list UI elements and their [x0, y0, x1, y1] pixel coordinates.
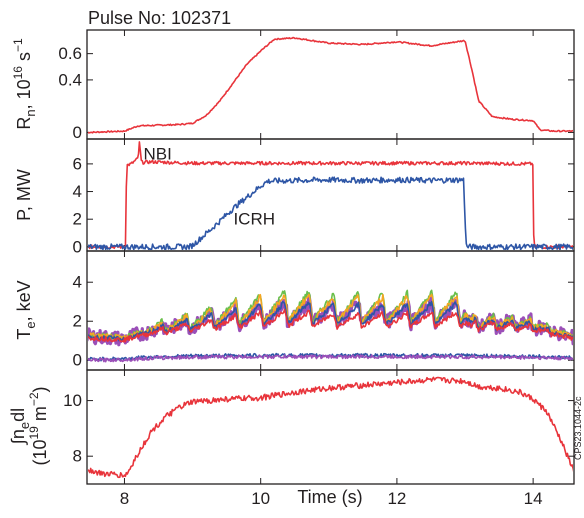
panel-frame: [86, 250, 575, 371]
series-line-te-2: [88, 293, 573, 341]
y-tick-label: 2: [73, 312, 82, 331]
y-ticks: 0 0.4 0.6: [58, 30, 574, 142]
chart-title: Pulse No: 102371: [88, 8, 231, 28]
series-line-power-1: [88, 176, 573, 250]
y-tick-label: 0: [73, 123, 82, 142]
y-tick-label: 0: [73, 351, 82, 370]
series-line-te-4: [88, 308, 573, 343]
annotation-icrh: ICRH: [233, 210, 275, 229]
series-line-te-6: [88, 354, 573, 363]
panel-frame: [86, 29, 575, 140]
y-tick-label: 0.6: [58, 44, 82, 63]
panel-frame: [86, 369, 575, 485]
y-axis-label: Rn, 1016 s−1: [11, 38, 38, 130]
y-tick-label: 2: [73, 210, 82, 229]
y-tick-label: 0: [73, 237, 82, 256]
series-line-rn-0: [88, 36, 573, 134]
y-ticks: 0 2 4: [73, 251, 574, 370]
y-tick-label: 0.4: [58, 70, 82, 89]
y-axis-label: P, MW: [14, 169, 34, 221]
y-axis-label-line1: ∫nedl: [8, 408, 32, 446]
x-axis-label: Time (s): [297, 487, 362, 507]
x-tick-label: 14: [524, 489, 543, 508]
series-group: [88, 36, 573, 134]
panel-heating-power: 0 2 4 6 P, MW NBI ICRH: [14, 138, 575, 256]
x-tick-label: 8: [120, 489, 129, 508]
figure-credit: CPS23.1044-2c: [573, 396, 583, 460]
y-tick-label: 8: [73, 447, 82, 466]
y-tick-label: 4: [73, 273, 82, 292]
series-group: [88, 289, 573, 363]
panel-neutron-rate: 0 0.4 0.6 Rn, 1016 s−1: [11, 29, 575, 142]
y-ticks: 8 10: [63, 370, 574, 484]
series-line-density-0: [88, 376, 573, 479]
y-tick-label: 6: [73, 154, 82, 173]
x-ticks: 8 10 12 14: [120, 489, 543, 508]
x-tick-label: 12: [387, 489, 406, 508]
x-tick-label: 10: [251, 489, 270, 508]
y-ticks: 0 2 4 6: [73, 139, 574, 256]
y-axis-label-line2: (1019 m−2): [27, 386, 50, 465]
annotation-nbi: NBI: [144, 145, 172, 164]
y-axis-label: Te, keV: [14, 280, 38, 339]
panel-electron-temperature: 0 2 4 Te, keV: [14, 250, 575, 371]
series-group: [88, 141, 573, 250]
series-group: [88, 376, 573, 479]
y-tick-label: 10: [63, 391, 82, 410]
panel-line-density: 8 10 ∫nedl (1019 m−2): [8, 369, 575, 485]
y-tick-label: 4: [73, 182, 82, 201]
series-line-power-0: [88, 141, 573, 250]
